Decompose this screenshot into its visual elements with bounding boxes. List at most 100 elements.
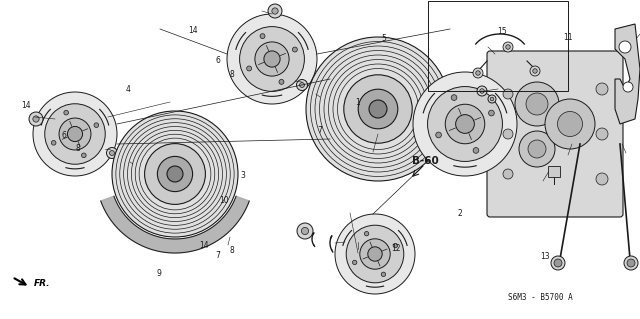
Circle shape [619, 41, 631, 53]
Circle shape [272, 8, 278, 14]
Text: 2: 2 [457, 209, 462, 218]
Circle shape [268, 4, 282, 18]
Text: 7: 7 [215, 251, 220, 260]
Circle shape [33, 92, 117, 176]
Circle shape [480, 89, 484, 93]
Circle shape [506, 45, 510, 49]
Circle shape [503, 42, 513, 52]
Circle shape [473, 68, 483, 78]
Circle shape [106, 147, 118, 159]
Circle shape [530, 66, 540, 76]
Circle shape [358, 89, 398, 129]
Text: 3: 3 [241, 171, 246, 180]
Text: 1: 1 [355, 98, 360, 107]
Text: 15: 15 [497, 27, 508, 36]
Text: 9: 9 [156, 269, 161, 278]
Circle shape [306, 37, 450, 181]
Circle shape [335, 214, 415, 294]
Text: 6: 6 [61, 131, 67, 140]
Text: 13: 13 [540, 252, 550, 261]
Polygon shape [100, 196, 249, 253]
Text: 10: 10 [219, 197, 229, 205]
Circle shape [301, 227, 308, 234]
Circle shape [488, 110, 494, 116]
Circle shape [445, 104, 484, 144]
Circle shape [503, 89, 513, 99]
Circle shape [503, 129, 513, 139]
Circle shape [300, 83, 305, 87]
Circle shape [264, 51, 280, 67]
Circle shape [628, 260, 634, 266]
Circle shape [555, 260, 561, 266]
Circle shape [59, 118, 91, 150]
Circle shape [239, 26, 305, 92]
Circle shape [528, 140, 546, 158]
Circle shape [477, 86, 487, 96]
Circle shape [353, 260, 357, 265]
Circle shape [532, 69, 537, 73]
Text: 14: 14 [20, 101, 31, 110]
Polygon shape [615, 24, 640, 124]
Circle shape [346, 225, 404, 283]
Text: 12: 12 [391, 244, 400, 253]
Circle shape [428, 86, 502, 161]
Circle shape [369, 100, 387, 118]
Circle shape [292, 47, 298, 52]
Circle shape [488, 95, 496, 103]
Text: 8: 8 [229, 70, 234, 78]
Circle shape [596, 83, 608, 95]
Text: 4: 4 [125, 85, 131, 94]
Circle shape [255, 42, 289, 76]
Text: 14: 14 [198, 241, 209, 250]
Text: 8: 8 [76, 145, 81, 153]
Circle shape [627, 259, 635, 267]
Circle shape [545, 99, 595, 149]
Text: B-60: B-60 [412, 156, 438, 166]
Circle shape [551, 256, 565, 270]
Circle shape [554, 259, 562, 267]
Circle shape [519, 131, 555, 167]
Circle shape [360, 239, 390, 269]
Circle shape [381, 272, 386, 277]
Circle shape [296, 79, 307, 91]
Circle shape [157, 156, 193, 192]
FancyBboxPatch shape [548, 166, 560, 177]
Circle shape [246, 66, 252, 71]
Circle shape [393, 243, 397, 248]
Circle shape [451, 95, 457, 100]
FancyBboxPatch shape [487, 51, 623, 217]
Circle shape [436, 132, 442, 138]
Circle shape [45, 104, 105, 164]
Circle shape [260, 34, 265, 39]
Circle shape [112, 111, 238, 237]
Circle shape [473, 148, 479, 153]
Circle shape [33, 116, 39, 122]
Text: FR.: FR. [34, 279, 51, 288]
Circle shape [64, 110, 68, 115]
Circle shape [145, 144, 205, 204]
Text: 5: 5 [381, 34, 387, 43]
Circle shape [67, 126, 83, 142]
Circle shape [279, 79, 284, 84]
Text: S6M3 - B5700 A: S6M3 - B5700 A [508, 293, 572, 301]
Circle shape [490, 97, 494, 101]
Text: 8: 8 [229, 246, 234, 255]
Circle shape [167, 166, 183, 182]
Circle shape [503, 169, 513, 179]
Circle shape [344, 75, 412, 143]
Circle shape [596, 173, 608, 185]
Bar [428, 1, 568, 91]
Circle shape [456, 115, 474, 133]
Circle shape [368, 247, 382, 261]
Circle shape [623, 82, 633, 92]
Text: 6: 6 [215, 56, 220, 65]
Text: 11: 11 [563, 33, 572, 42]
Circle shape [297, 223, 313, 239]
Circle shape [29, 112, 43, 126]
Circle shape [227, 14, 317, 104]
Circle shape [476, 71, 480, 75]
Circle shape [413, 72, 517, 176]
Text: 14: 14 [188, 26, 198, 35]
Circle shape [109, 151, 115, 155]
Circle shape [557, 112, 582, 137]
